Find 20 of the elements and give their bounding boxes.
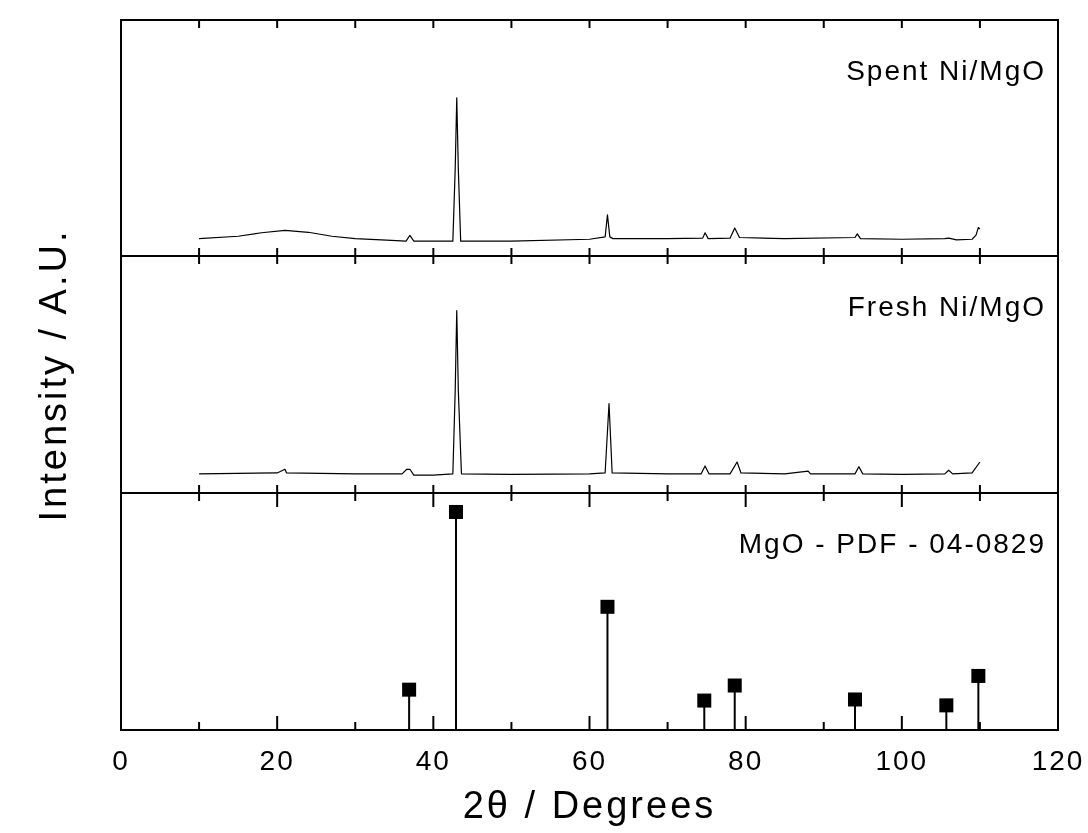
y-axis-title: Intensity / A.U. <box>32 228 74 522</box>
x-tick-label: 60 <box>571 745 608 776</box>
point <box>971 668 986 683</box>
point <box>727 678 742 693</box>
x-tick-label: 20 <box>259 745 295 776</box>
point <box>448 504 463 519</box>
x-tick-label: 40 <box>415 745 451 776</box>
x-tick-label: 100 <box>875 745 929 776</box>
x-axis-title: 2θ / Degrees <box>462 784 717 826</box>
point <box>697 693 712 708</box>
x-tick-label: 80 <box>728 745 764 776</box>
point <box>939 698 954 713</box>
legend-label: Spent Ni/MgO <box>846 55 1046 86</box>
point <box>847 692 862 707</box>
x-tick-label: 0 <box>112 745 130 776</box>
legend-label: Fresh Ni/MgO <box>847 291 1046 322</box>
x-tick-label: 120 <box>1031 745 1085 776</box>
point <box>600 599 615 614</box>
legend-label: MgO - PDF - 04-0829 <box>738 528 1046 559</box>
point <box>402 682 417 697</box>
